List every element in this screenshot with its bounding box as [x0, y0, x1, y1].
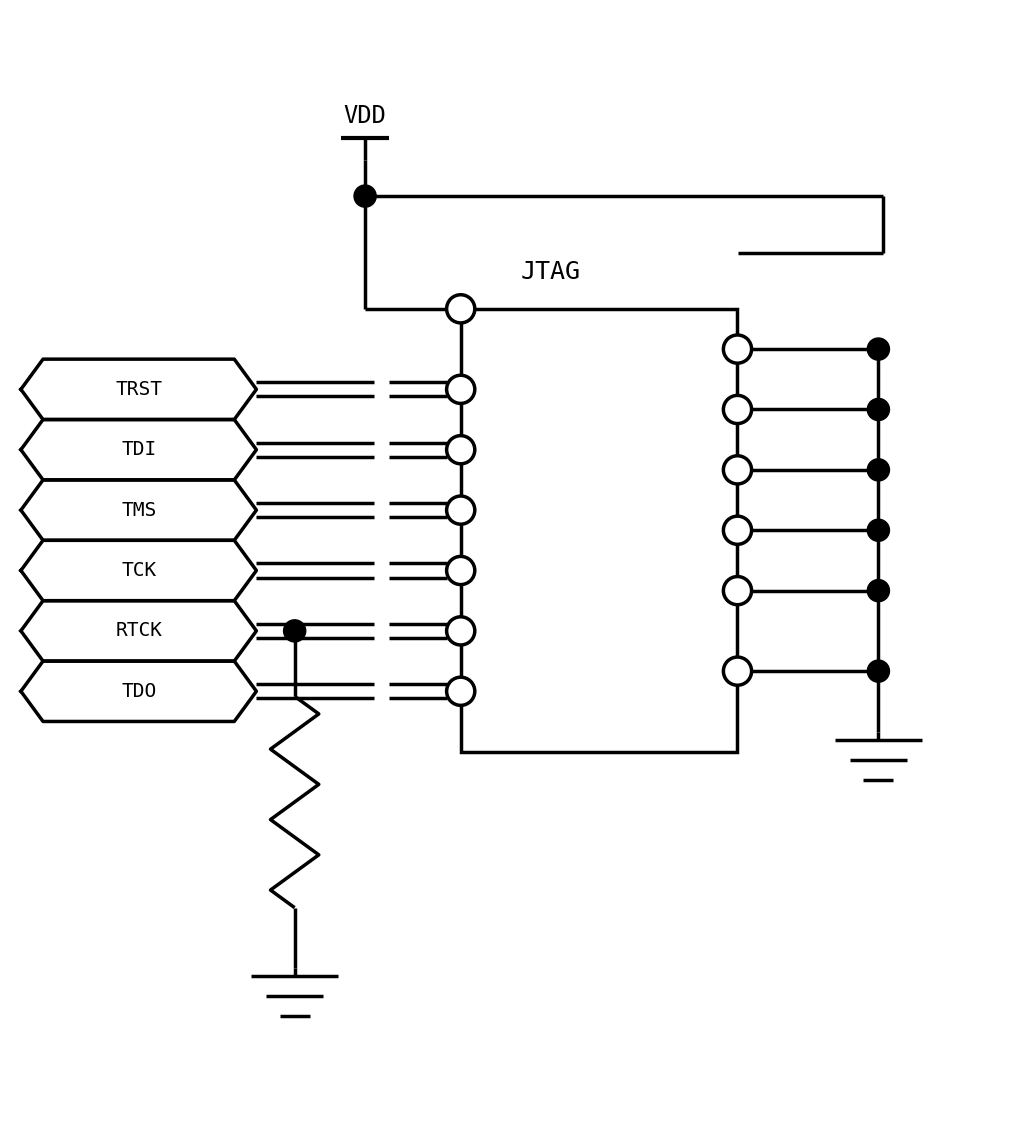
Circle shape: [723, 455, 751, 484]
Text: TMS: TMS: [121, 501, 156, 519]
Circle shape: [723, 576, 751, 605]
Circle shape: [866, 338, 889, 361]
Polygon shape: [21, 661, 256, 721]
Text: TCK: TCK: [121, 561, 156, 580]
Polygon shape: [21, 420, 256, 480]
Polygon shape: [21, 541, 256, 600]
Bar: [460, 309, 737, 752]
Text: TDO: TDO: [121, 682, 156, 701]
Text: TRST: TRST: [115, 380, 162, 399]
Polygon shape: [21, 359, 256, 420]
Circle shape: [723, 516, 751, 544]
Circle shape: [866, 398, 889, 421]
Circle shape: [723, 335, 751, 363]
Circle shape: [723, 657, 751, 686]
Circle shape: [723, 396, 751, 423]
Circle shape: [446, 294, 474, 323]
Circle shape: [283, 620, 305, 642]
Circle shape: [446, 436, 474, 464]
Circle shape: [866, 580, 889, 601]
Text: TDI: TDI: [121, 440, 156, 459]
Circle shape: [446, 375, 474, 404]
Polygon shape: [21, 600, 256, 661]
Circle shape: [354, 185, 376, 208]
Circle shape: [446, 496, 474, 524]
Text: VDD: VDD: [344, 104, 386, 128]
Circle shape: [866, 661, 889, 682]
Circle shape: [446, 677, 474, 705]
Circle shape: [446, 557, 474, 584]
Circle shape: [866, 459, 889, 480]
Circle shape: [866, 519, 889, 541]
Circle shape: [446, 617, 474, 645]
Text: JTAG: JTAG: [521, 260, 580, 284]
Polygon shape: [21, 480, 256, 541]
Text: RTCK: RTCK: [115, 622, 162, 640]
